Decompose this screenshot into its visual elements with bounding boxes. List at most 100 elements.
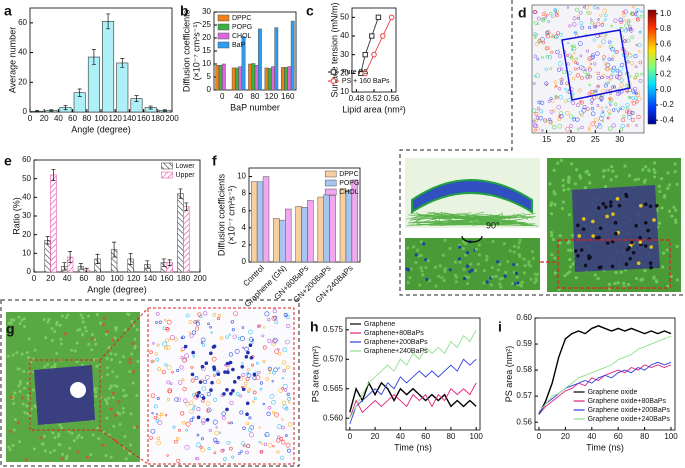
texture (567, 248, 571, 252)
texture (232, 380, 237, 384)
texture (559, 67, 563, 70)
texture (26, 381, 30, 385)
texture (217, 314, 221, 317)
texture (251, 341, 254, 344)
texture (552, 109, 556, 113)
texture (536, 127, 540, 131)
texture (485, 280, 489, 284)
texture (246, 443, 251, 448)
panel-letter: f (212, 153, 217, 169)
line (349, 381, 477, 413)
texture (627, 174, 632, 178)
texture (553, 271, 557, 275)
texture (611, 212, 615, 216)
texture (286, 392, 290, 396)
texture (454, 280, 458, 284)
colorbar-tick-label: -0.2 (660, 100, 674, 109)
texture (212, 397, 218, 402)
texture (201, 337, 206, 342)
bar (351, 179, 359, 263)
x-axis-title: Angle (degree) (71, 124, 131, 134)
texture (490, 266, 494, 270)
texture (448, 268, 452, 272)
texture (122, 355, 126, 359)
texture (165, 345, 171, 350)
y-tick-label: 0.560 (323, 413, 344, 422)
texture (634, 65, 638, 69)
texture (151, 412, 154, 415)
texture (523, 264, 527, 268)
texture (592, 38, 596, 42)
texture (43, 449, 47, 453)
texture (605, 81, 609, 85)
y-tick-label: 10 (237, 172, 246, 181)
texture (536, 16, 541, 21)
texture (585, 169, 589, 173)
y-tick-label: 4 (242, 223, 247, 232)
texture (223, 370, 227, 374)
texture (653, 170, 657, 175)
texture (13, 391, 17, 395)
texture (578, 41, 583, 46)
texture (85, 455, 89, 459)
texture (559, 81, 564, 85)
texture (586, 107, 590, 111)
texture (611, 123, 616, 128)
texture (228, 352, 233, 357)
texture (604, 205, 608, 209)
texture (636, 17, 641, 22)
x-tick-label: 40 (396, 432, 405, 441)
texture (247, 388, 251, 392)
texture (622, 39, 627, 44)
texture (83, 325, 87, 329)
texture (169, 382, 173, 386)
bar (44, 240, 51, 273)
texture (559, 32, 563, 37)
texture (568, 270, 572, 274)
texture (596, 276, 600, 281)
bar (274, 27, 279, 91)
x-tick-label: 140 (123, 114, 137, 123)
texture (575, 73, 581, 78)
texture (416, 248, 420, 252)
texture (262, 345, 267, 350)
texture (181, 335, 185, 339)
texture (80, 435, 84, 439)
texture (636, 177, 640, 181)
texture (287, 448, 291, 453)
texture (592, 23, 596, 27)
panel-letter: g (6, 321, 15, 337)
bar (251, 63, 256, 91)
texture (549, 67, 553, 71)
texture (116, 400, 120, 404)
texture (66, 313, 70, 317)
texture (258, 426, 261, 429)
texture (201, 396, 206, 400)
texture (248, 329, 253, 335)
texture (64, 456, 68, 460)
texture (604, 184, 608, 189)
texture (245, 450, 249, 455)
zoom-box (557, 239, 671, 289)
x-tick-label: 0 (220, 92, 225, 101)
texture (654, 203, 659, 208)
bar (116, 62, 129, 113)
texture (111, 391, 115, 395)
texture (597, 18, 600, 21)
texture (60, 342, 64, 346)
texture (192, 355, 196, 358)
texture (111, 396, 115, 400)
bar (238, 66, 243, 91)
texture (15, 351, 19, 355)
texture (626, 124, 630, 128)
error-bar (78, 263, 83, 270)
texture (620, 123, 625, 128)
texture (578, 20, 584, 26)
texture (568, 71, 572, 75)
texture (590, 111, 596, 116)
texture (583, 5, 586, 9)
texture (90, 337, 94, 341)
line (349, 382, 477, 419)
x-tick-label: 40 (234, 92, 243, 101)
texture (573, 182, 578, 186)
